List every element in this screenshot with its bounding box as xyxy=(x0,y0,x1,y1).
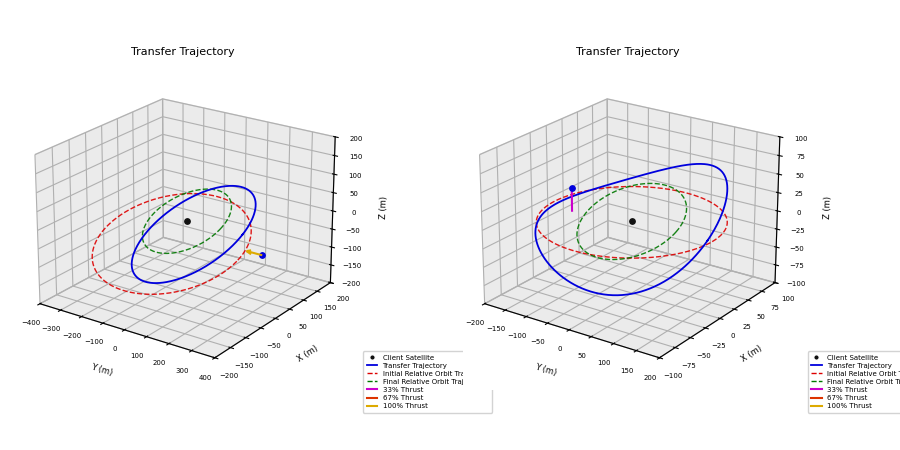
Title: Transfer Trajectory: Transfer Trajectory xyxy=(130,47,235,57)
Legend: Client Satellite, Transfer Trajectory, Initial Relative Orbit Trajectory, Final : Client Satellite, Transfer Trajectory, I… xyxy=(807,351,900,413)
X-axis label: Y (m): Y (m) xyxy=(534,363,558,378)
Y-axis label: X (m): X (m) xyxy=(295,344,319,364)
Legend: Client Satellite, Transfer Trajectory, Initial Relative Orbit Trajectory, Final : Client Satellite, Transfer Trajectory, I… xyxy=(363,351,492,413)
Title: Transfer Trajectory: Transfer Trajectory xyxy=(575,47,680,57)
Y-axis label: X (m): X (m) xyxy=(740,344,764,364)
X-axis label: Y (m): Y (m) xyxy=(89,363,113,378)
